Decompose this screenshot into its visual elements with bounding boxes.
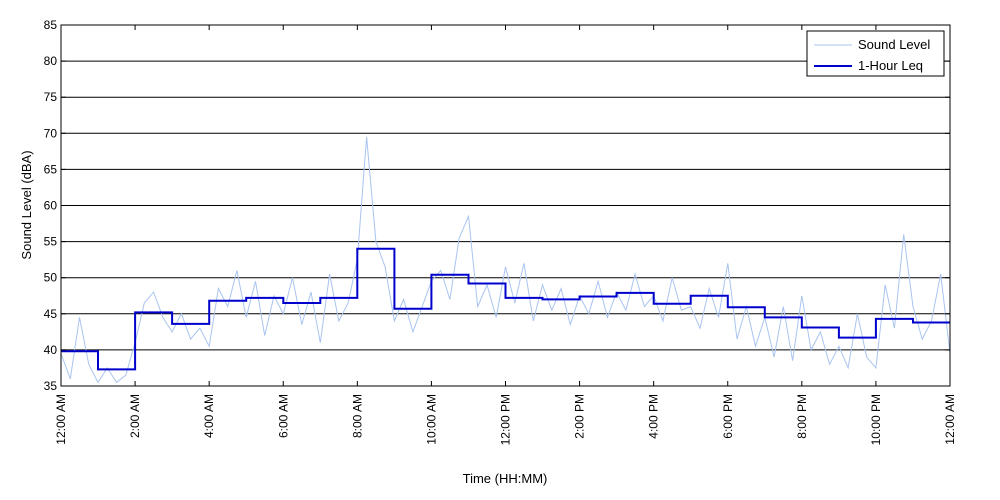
y-tick-label: 65: [44, 162, 58, 176]
x-axis-ticks: 12:00 AM 2:00 AM 4:00 AM 6:00 AM 8:00 AM 10:0…: [54, 25, 957, 445]
y-tick-label: 55: [44, 235, 58, 249]
x-tick-label: 4:00 AM: [202, 394, 216, 438]
y-axis-ticks: 35 40 45 50 55 60 65 70 75 80 85: [44, 18, 950, 393]
sound-level-series: [60, 136, 951, 384]
x-tick-label: 6:00 PM: [721, 394, 735, 439]
y-tick-label: 60: [44, 199, 58, 213]
x-tick-label: 2:00 PM: [573, 394, 587, 439]
x-tick-label: 12:00 AM: [943, 394, 957, 445]
y-tick-label: 50: [44, 271, 58, 285]
y-axis-title: Sound Level (dBA): [19, 150, 34, 259]
x-tick-label: 4:00 PM: [647, 394, 661, 439]
x-tick-label: 12:00 AM: [54, 394, 68, 445]
legend-label-leq: 1-Hour Leq: [858, 58, 923, 73]
y-tick-label: 40: [44, 343, 58, 357]
x-axis-title: Time (HH:MM): [463, 471, 548, 486]
y-tick-label: 80: [44, 54, 58, 68]
x-tick-label: 12:00 PM: [499, 394, 513, 445]
x-tick-label: 8:00 AM: [350, 394, 364, 438]
y-tick-label: 85: [44, 18, 58, 32]
legend: Sound Level 1-Hour Leq: [806, 30, 945, 77]
x-tick-label: 10:00 AM: [424, 394, 438, 445]
leq-step-line: [61, 247, 950, 371]
legend-box: [806, 30, 945, 77]
y-tick-label: 70: [44, 126, 58, 140]
y-tick-label: 75: [44, 90, 58, 104]
grid-lines: [61, 60, 950, 351]
y-tick-label: 45: [44, 307, 58, 321]
legend-label-sound-level: Sound Level: [858, 37, 930, 52]
sound-level-line: [60, 136, 951, 384]
x-tick-label: 6:00 AM: [276, 394, 290, 438]
leq-series: [61, 247, 950, 371]
x-tick-label: 2:00 AM: [128, 394, 142, 438]
x-tick-label: 8:00 PM: [795, 394, 809, 439]
x-tick-label: 10:00 PM: [869, 394, 883, 445]
y-tick-label: 35: [44, 379, 58, 393]
